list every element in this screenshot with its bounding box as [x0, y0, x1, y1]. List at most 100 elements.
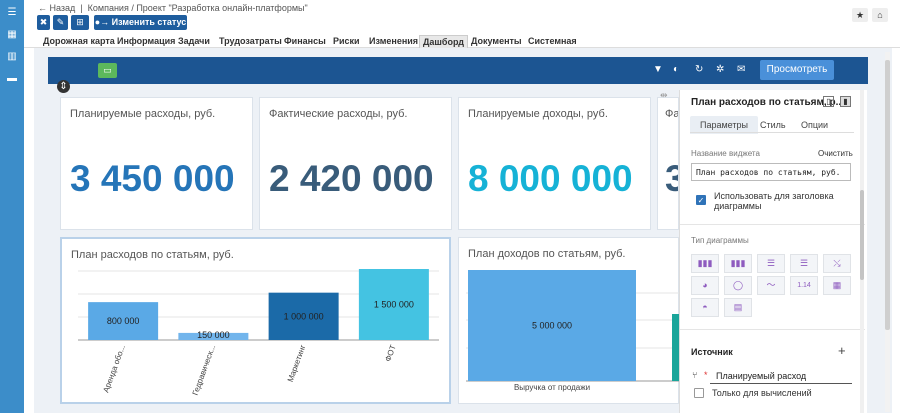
kpi-card[interactable]: Планируемые доходы, руб. 8 000 000 — [458, 97, 651, 230]
kpi-title: Планируемые расходы, руб. — [70, 108, 216, 120]
bar-value-label: 1 500 000 — [374, 300, 414, 310]
view-button[interactable]: Просмотреть — [760, 60, 834, 80]
resize-icon[interactable]: ⇹ — [660, 90, 668, 100]
widget-name-input[interactable]: План расходов по статьям, руб. — [691, 163, 851, 181]
source-type-icon: ⑂ — [692, 370, 698, 380]
home-icon[interactable]: ⌂ — [872, 8, 888, 22]
add-widget-icon[interactable]: ⇕ — [57, 80, 70, 93]
add-source-icon[interactable]: + — [838, 343, 846, 358]
required-mark: * — [704, 370, 708, 380]
page-scroll-thumb[interactable] — [885, 60, 890, 330]
tab-system[interactable]: Системная — [528, 36, 577, 46]
book-icon[interactable]: ▥ — [7, 51, 17, 62]
hbar-icon[interactable]: ☰ — [757, 254, 785, 273]
refresh-icon[interactable]: ↻ — [695, 64, 704, 75]
kpi-title: Фа — [665, 108, 679, 120]
kpi-card[interactable]: Фа 3 — [657, 97, 679, 230]
use-title-checkbox[interactable]: ✓ — [696, 195, 706, 205]
tab-parameters[interactable]: Параметры — [690, 116, 758, 134]
monitor-icon[interactable]: ▭ — [98, 63, 117, 78]
kpi-title: Фактические расходы, руб. — [269, 108, 408, 120]
x-tick-label: Выручка от продажи — [514, 383, 590, 392]
calc-only-checkbox[interactable] — [694, 388, 704, 398]
income-chart: 5 000 000 Выручка от продажи — [466, 270, 680, 392]
x-tick-label: Маркетинг — [286, 344, 308, 384]
clear-link[interactable]: Очистить — [818, 149, 853, 158]
breadcrumb: ← Назад | Компания / Проект "Разработка … — [38, 3, 308, 13]
change-status-label: Изменить статус — [111, 17, 187, 27]
tab-finance[interactable]: Финансы — [284, 36, 326, 46]
page-scrollbar[interactable] — [885, 52, 890, 412]
folder-icon[interactable]: ▬ — [7, 73, 17, 84]
kpi-card[interactable]: Планируемые расходы, руб. 3 450 000 — [60, 97, 253, 230]
bar[interactable] — [268, 292, 339, 340]
gauge-icon[interactable]: ◓ — [691, 298, 719, 317]
pie-icon[interactable]: ◕ — [691, 276, 719, 295]
chart-type-label: Тип диаграммы — [691, 236, 749, 245]
change-status-button[interactable]: ●→ Изменить статус — [94, 15, 187, 30]
filter-icon[interactable]: ▼ — [653, 64, 663, 75]
panel-scroll-thumb[interactable] — [860, 190, 864, 280]
area-icon[interactable]: 〜 — [757, 276, 785, 295]
edit-button[interactable]: ✎ — [53, 15, 68, 30]
project-tabs: Дорожная карта Информация Задачи Трудоза… — [24, 34, 900, 48]
line-icon[interactable]: ⤯ — [823, 254, 851, 273]
divider — [690, 132, 854, 133]
kpi-value: 3 450 000 — [70, 158, 235, 199]
kpi-value: 3 — [665, 158, 678, 200]
chart-card-income[interactable]: План доходов по статьям, руб. 5 000 000 В… — [458, 237, 680, 404]
kpi-card[interactable]: Фактические расходы, руб. 2 420 000 — [259, 97, 452, 230]
paint-icon[interactable]: ◐ — [673, 64, 680, 75]
divider — [680, 329, 865, 330]
tab-documents[interactable]: Документы — [471, 36, 522, 46]
tab-info[interactable]: Информация — [117, 36, 176, 46]
donut-icon[interactable]: ◯ — [724, 276, 752, 295]
close-panel-icon[interactable]: ▮ — [840, 96, 851, 107]
tab-dashboard[interactable]: Дашборд — [419, 35, 468, 48]
expenses-chart: 800 000 Аренда обо... 150 000 Гедравическ..… — [78, 269, 439, 397]
x-tick-label: Гедравическ... — [191, 344, 218, 397]
x-tick-label: ФОТ — [383, 344, 397, 363]
tab-roadmap[interactable]: Дорожная карта — [43, 36, 115, 46]
tab-options[interactable]: Опции — [801, 120, 829, 130]
bar[interactable] — [358, 269, 429, 340]
bar-chart-icon[interactable]: ▮▮▮ — [691, 254, 719, 273]
bar[interactable] — [672, 314, 680, 381]
menu-icon[interactable]: ☰ — [7, 7, 17, 18]
tab-labor[interactable]: Трудозатраты — [219, 36, 282, 46]
hbar-stacked-icon[interactable]: ☰ — [790, 254, 818, 273]
number-icon[interactable]: 1.14 — [790, 276, 818, 295]
close-icon: ✖ — [39, 17, 48, 27]
table-icon[interactable]: ▦ — [823, 276, 851, 295]
bar[interactable] — [88, 302, 159, 340]
grid-icon[interactable]: ▦ — [7, 29, 17, 40]
structure-button[interactable]: ⊞ — [71, 15, 89, 30]
dashboard-toolbar: ▭ ▼ ◐ ↻ ✲ ✉ Просмотреть — [48, 57, 868, 84]
chart-card-expenses[interactable]: План расходов по статьям, руб. 800 000 Ар… — [60, 237, 451, 404]
tab-risks[interactable]: Риски — [333, 36, 360, 46]
bar-value-label: 5 000 000 — [532, 321, 572, 331]
bar[interactable] — [468, 270, 636, 381]
tab-changes[interactable]: Изменения — [369, 36, 419, 46]
tab-style[interactable]: Стиль — [760, 120, 786, 130]
breadcrumb-path[interactable]: Компания / Проект "Разработка онлайн-пла… — [87, 3, 308, 13]
tab-tasks[interactable]: Задачи — [178, 36, 210, 46]
use-title-label: Использовать для заголовка диаграммы — [714, 191, 834, 211]
settings-icon[interactable]: ✲ — [716, 64, 725, 75]
back-link[interactable]: ← Назад — [38, 3, 76, 13]
header-actions: ★ ⌂ — [852, 8, 888, 22]
arrow-icon: ●→ — [94, 17, 112, 27]
kpi-value: 8 000 000 — [468, 158, 633, 199]
calc-only-label: Только для вычислений — [712, 388, 812, 398]
mail-icon[interactable]: ✉ — [737, 64, 746, 75]
widget-name-label: Название виджета — [691, 149, 760, 158]
panel-scrollbar[interactable] — [860, 90, 864, 413]
star-icon[interactable]: ★ — [852, 8, 868, 22]
grouped-bar-icon[interactable]: ▮▮▮ — [724, 254, 752, 273]
copy-icon[interactable]: ▯ — [823, 96, 834, 107]
kpi-title: Планируемые доходы, руб. — [468, 108, 608, 120]
source-input[interactable]: Планируемый расход — [710, 371, 852, 384]
pivot-icon[interactable]: ▤ — [724, 298, 752, 317]
close-button[interactable]: ✖ — [37, 15, 50, 30]
bar[interactable] — [178, 332, 249, 340]
